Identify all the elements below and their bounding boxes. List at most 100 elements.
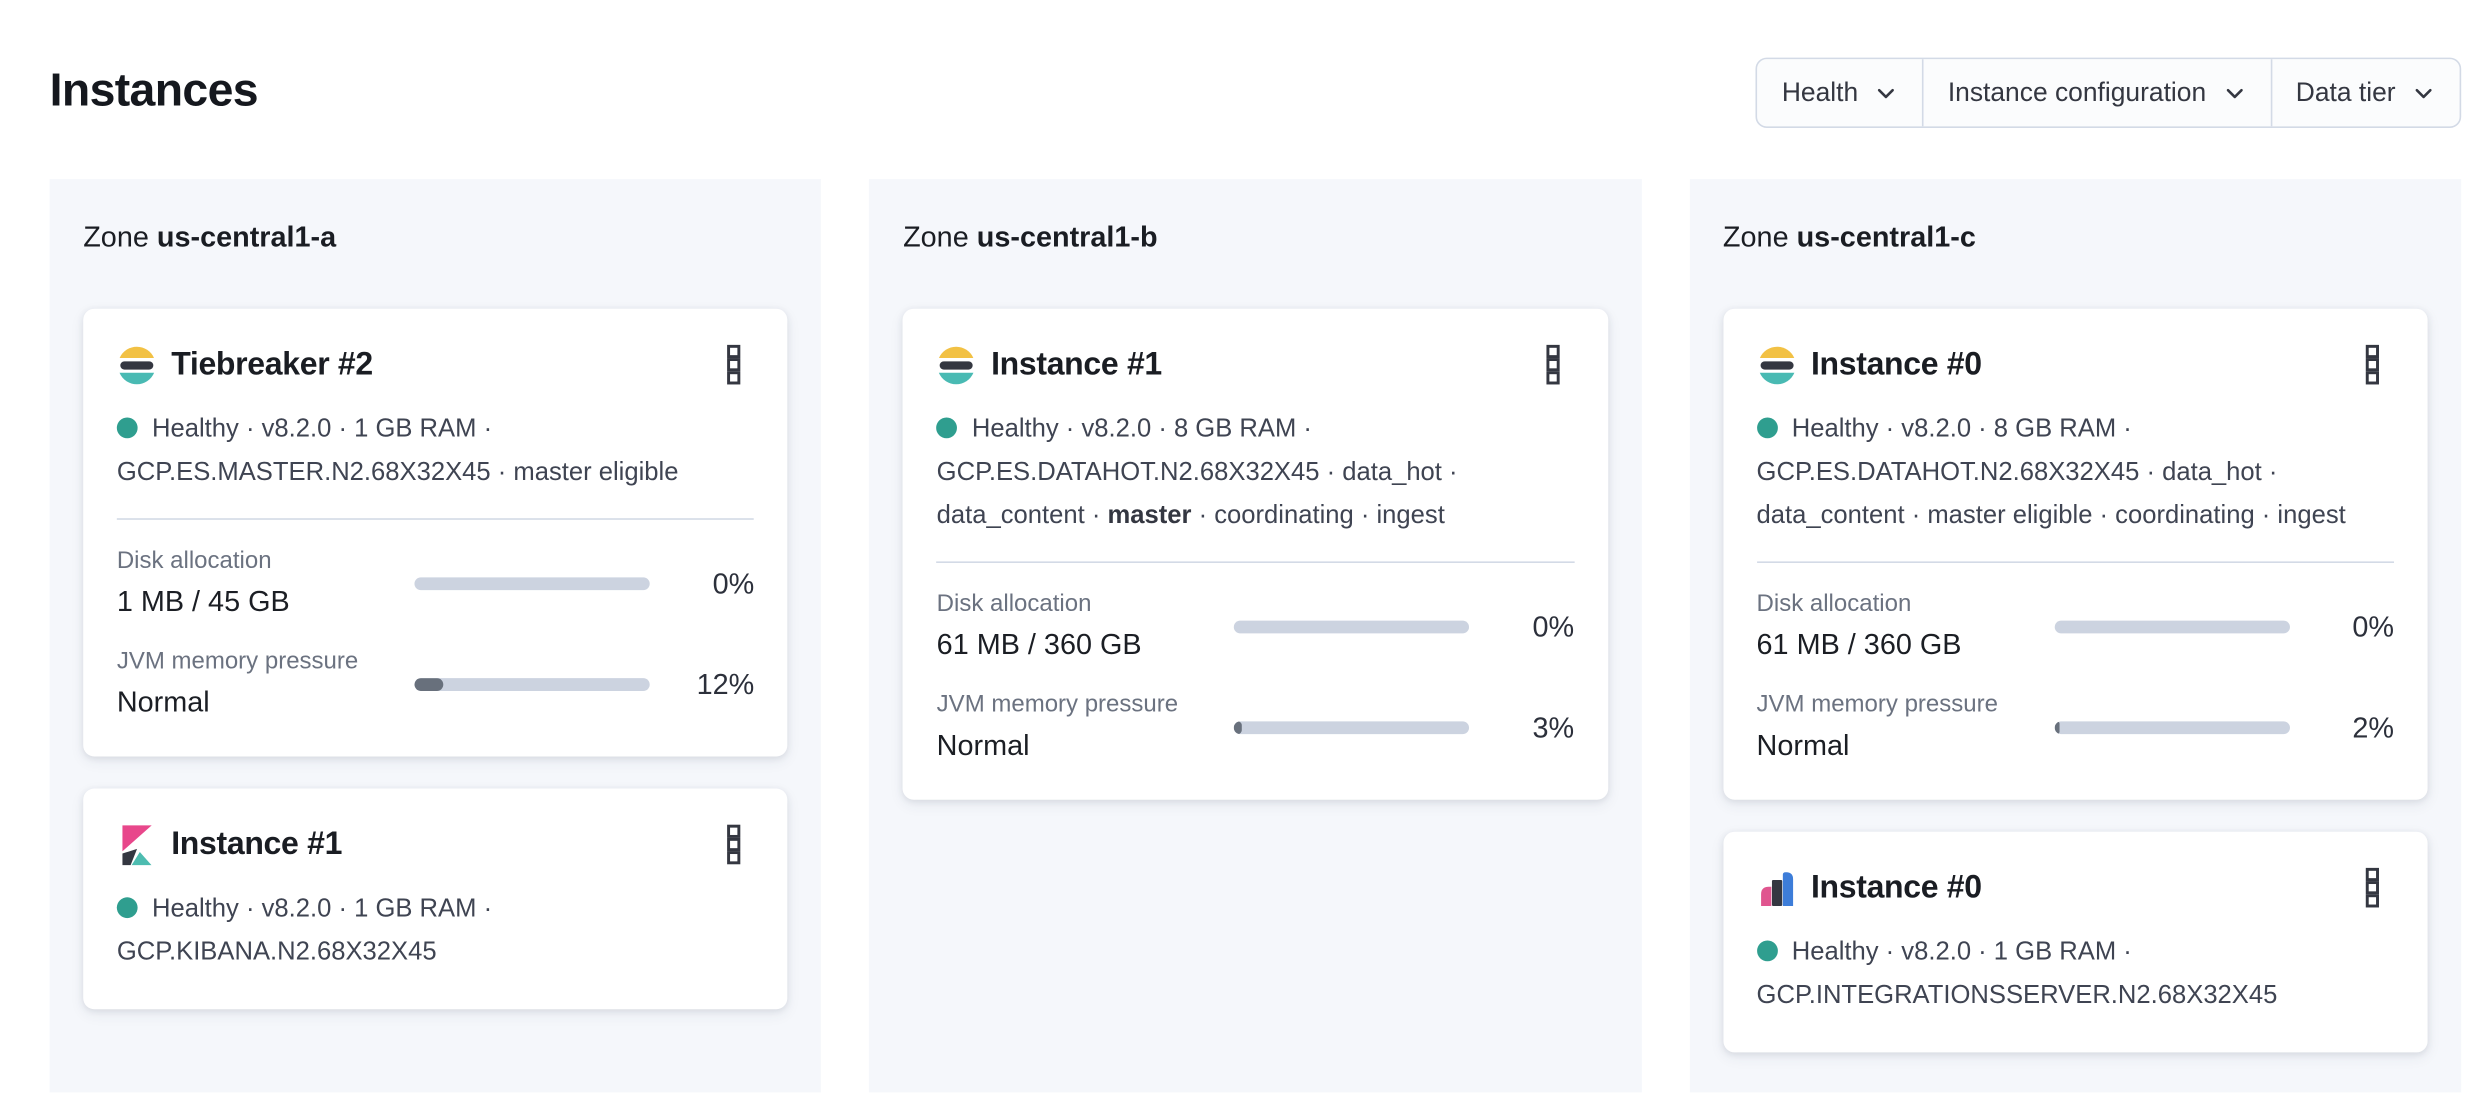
meta-segment: data_content · master eligible · coordin… — [1756, 502, 2346, 530]
instance-title: Instance #0 — [1810, 869, 1982, 905]
meta-segment: Healthy · v8.2.0 · 8 GB RAM · — [971, 415, 1312, 444]
instance-card-instance-1: Instance #1 Healthy · v8.2.0 · 8 GB RAM … — [903, 308, 1608, 800]
meta-segment: data_content · — [936, 502, 1108, 530]
metric-row: Disk allocation 61 MB / 360 GB 0% — [937, 590, 1574, 664]
filter-button-label: Instance configuration — [1947, 77, 2207, 107]
instance-menu-button[interactable] — [2352, 342, 2394, 387]
page-header: Instances Health Instance configuration Da… — [0, 0, 2490, 128]
instance-meta-line: data_content · master · coordinating · i… — [937, 494, 1574, 537]
page-title: Instances — [49, 65, 259, 117]
zones-row: Zone us-central1-a Tiebreaker #2 Healthy… — [49, 179, 2462, 1093]
zone-label: Zone us-central1-c — [1723, 216, 2428, 258]
instance-meta-line: Healthy · v8.2.0 · 1 GB RAM · — [116, 888, 754, 931]
metric-progress-bar — [2054, 721, 2290, 735]
health-status-dot — [936, 417, 958, 439]
metric-percent: 0% — [712, 566, 755, 599]
zone-name: us-central1-a — [156, 220, 337, 253]
metric-label: JVM memory pressure — [936, 690, 1179, 719]
instance-card-header: Tiebreaker #2 — [117, 342, 754, 387]
zone-cards: Instance #1 Healthy · v8.2.0 · 8 GB RAM … — [903, 308, 1608, 800]
instance-menu-button[interactable] — [713, 342, 755, 387]
metric-row: Disk allocation 1 MB / 45 GB 0% — [117, 547, 754, 621]
metric-value: 61 MB / 360 GB — [936, 628, 1142, 661]
metric-progress-fill — [2054, 721, 2059, 735]
filter-button-data-tier[interactable]: Data tier — [2270, 59, 2459, 127]
meta-segment: · coordinating · ingest — [1191, 502, 1445, 530]
instance-metrics: Disk allocation 61 MB / 360 GB 0% JVM me… — [1757, 590, 2394, 764]
instance-meta: Healthy · v8.2.0 · 8 GB RAM · GCP.ES.DATA… — [1756, 408, 2394, 538]
metric-value: Normal — [936, 729, 1030, 762]
instance-card-header: Instance #1 — [937, 342, 1574, 387]
instance-meta-line: GCP.ES.DATAHOT.N2.68X32X45 · data_hot · — [937, 451, 1574, 494]
metric-percent: 3% — [1532, 710, 1575, 743]
instance-meta-line: data_content · master eligible · coordin… — [1757, 494, 2394, 537]
instance-card-header: Instance #0 — [1757, 865, 2394, 910]
instance-meta: Healthy · v8.2.0 · 1 GB RAM · GCP.INTEGRA… — [1756, 931, 2394, 1017]
instance-menu-button[interactable] — [713, 822, 755, 867]
instance-card-instance-1: Instance #1 Healthy · v8.2.0 · 1 GB RAM … — [83, 788, 788, 1010]
filter-button-health[interactable]: Health — [1758, 59, 1922, 126]
card-divider — [936, 561, 1575, 563]
meta-segment: GCP.ES.DATAHOT.N2.68X32X45 · data_hot · — [936, 459, 1458, 487]
zone-cards: Tiebreaker #2 Healthy · v8.2.0 · 1 GB RA… — [83, 308, 788, 1010]
boxes-vertical-icon — [726, 824, 741, 865]
instance-meta-line: GCP.KIBANA.N2.68X32X45 — [117, 931, 754, 974]
instance-meta: Healthy · v8.2.0 · 1 GB RAM · GCP.ES.MAST… — [116, 408, 754, 494]
instance-meta-line: Healthy · v8.2.0 · 1 GB RAM · — [1756, 931, 2394, 974]
metric-progress-fill — [414, 678, 443, 691]
instance-title: Tiebreaker #2 — [171, 346, 373, 382]
instance-card-header: Instance #0 — [1757, 342, 2394, 387]
health-status-dot — [1756, 940, 1778, 962]
boxes-vertical-icon — [726, 344, 741, 385]
instance-card-instance-0: Instance #0 Healthy · v8.2.0 · 1 GB RAM … — [1722, 831, 2428, 1053]
instance-meta-line: GCP.ES.DATAHOT.N2.68X32X45 · data_hot · — [1757, 451, 2394, 494]
instance-meta: Healthy · v8.2.0 · 1 GB RAM · GCP.KIBANA.… — [116, 888, 754, 974]
zone-label-prefix: Zone — [83, 220, 157, 253]
metric-label: Disk allocation — [1756, 590, 1912, 618]
metric-progress-bar — [414, 577, 650, 591]
meta-segment: Healthy · v8.2.0 · 1 GB RAM · — [152, 415, 493, 444]
instance-metrics: Disk allocation 61 MB / 360 GB 0% JVM me… — [937, 590, 1574, 764]
metric-row: JVM memory pressure Normal 12% — [117, 648, 754, 722]
metric-value: Normal — [116, 686, 210, 719]
instance-title: Instance #0 — [1810, 346, 1982, 382]
metric-label: Disk allocation — [936, 590, 1092, 618]
instance-meta-line: GCP.INTEGRATIONSSERVER.N2.68X32X45 — [1757, 974, 2394, 1017]
instance-meta-line: Healthy · v8.2.0 · 1 GB RAM · — [116, 408, 754, 451]
metric-percent: 12% — [696, 667, 755, 700]
boxes-vertical-icon — [2366, 344, 2380, 385]
chevron-down-icon — [2415, 88, 2432, 98]
card-divider — [1756, 561, 2394, 563]
zone-cards: Instance #0 Healthy · v8.2.0 · 8 GB RAM … — [1722, 308, 2428, 1053]
metric-row: Disk allocation 61 MB / 360 GB 0% — [1757, 590, 2394, 664]
meta-segment: GCP.ES.DATAHOT.N2.68X32X45 · data_hot · — [1756, 459, 2278, 487]
metric-value: 1 MB / 45 GB — [116, 585, 290, 618]
meta-segment: GCP.INTEGRATIONSSERVER.N2.68X32X45 — [1756, 982, 2278, 1010]
metric-progress-bar — [1234, 721, 1470, 735]
boxes-vertical-icon — [2366, 867, 2380, 908]
metric-row: JVM memory pressure Normal 2% — [1757, 691, 2394, 765]
zone-panel-us-central1-a: Zone us-central1-a Tiebreaker #2 Healthy… — [49, 179, 822, 1093]
metric-progress-bar — [2054, 620, 2290, 634]
metric-value: Normal — [1756, 729, 1850, 762]
meta-segment: Healthy · v8.2.0 · 1 GB RAM · — [1791, 938, 2132, 967]
kibana-logo-icon — [117, 824, 157, 865]
zone-name: us-central1-b — [976, 220, 1158, 253]
filter-button-label: Health — [1781, 77, 1859, 107]
filter-button-instance-configuration[interactable]: Instance configuration — [1922, 59, 2270, 127]
zone-panel-us-central1-b: Zone us-central1-b Instance #1 Healthy ·… — [869, 179, 1642, 1093]
metric-progress-bar — [1234, 620, 1470, 634]
instance-menu-button[interactable] — [1532, 342, 1574, 387]
zone-panel-us-central1-c: Zone us-central1-c Instance #0 Healthy ·… — [1689, 179, 2462, 1093]
meta-segment-bold: master — [1107, 502, 1192, 530]
zone-label-prefix: Zone — [1722, 220, 1797, 253]
instance-card-header: Instance #1 — [117, 822, 754, 867]
metric-percent: 2% — [2352, 710, 2394, 743]
zone-label: Zone us-central1-a — [83, 216, 788, 258]
card-divider — [116, 518, 755, 520]
instance-menu-button[interactable] — [2352, 865, 2394, 910]
meta-segment: GCP.ES.MASTER.N2.68X32X45 · master eligi… — [116, 459, 679, 487]
instance-title: Instance #1 — [991, 346, 1162, 382]
instance-meta-line: Healthy · v8.2.0 · 8 GB RAM · — [1756, 408, 2394, 451]
